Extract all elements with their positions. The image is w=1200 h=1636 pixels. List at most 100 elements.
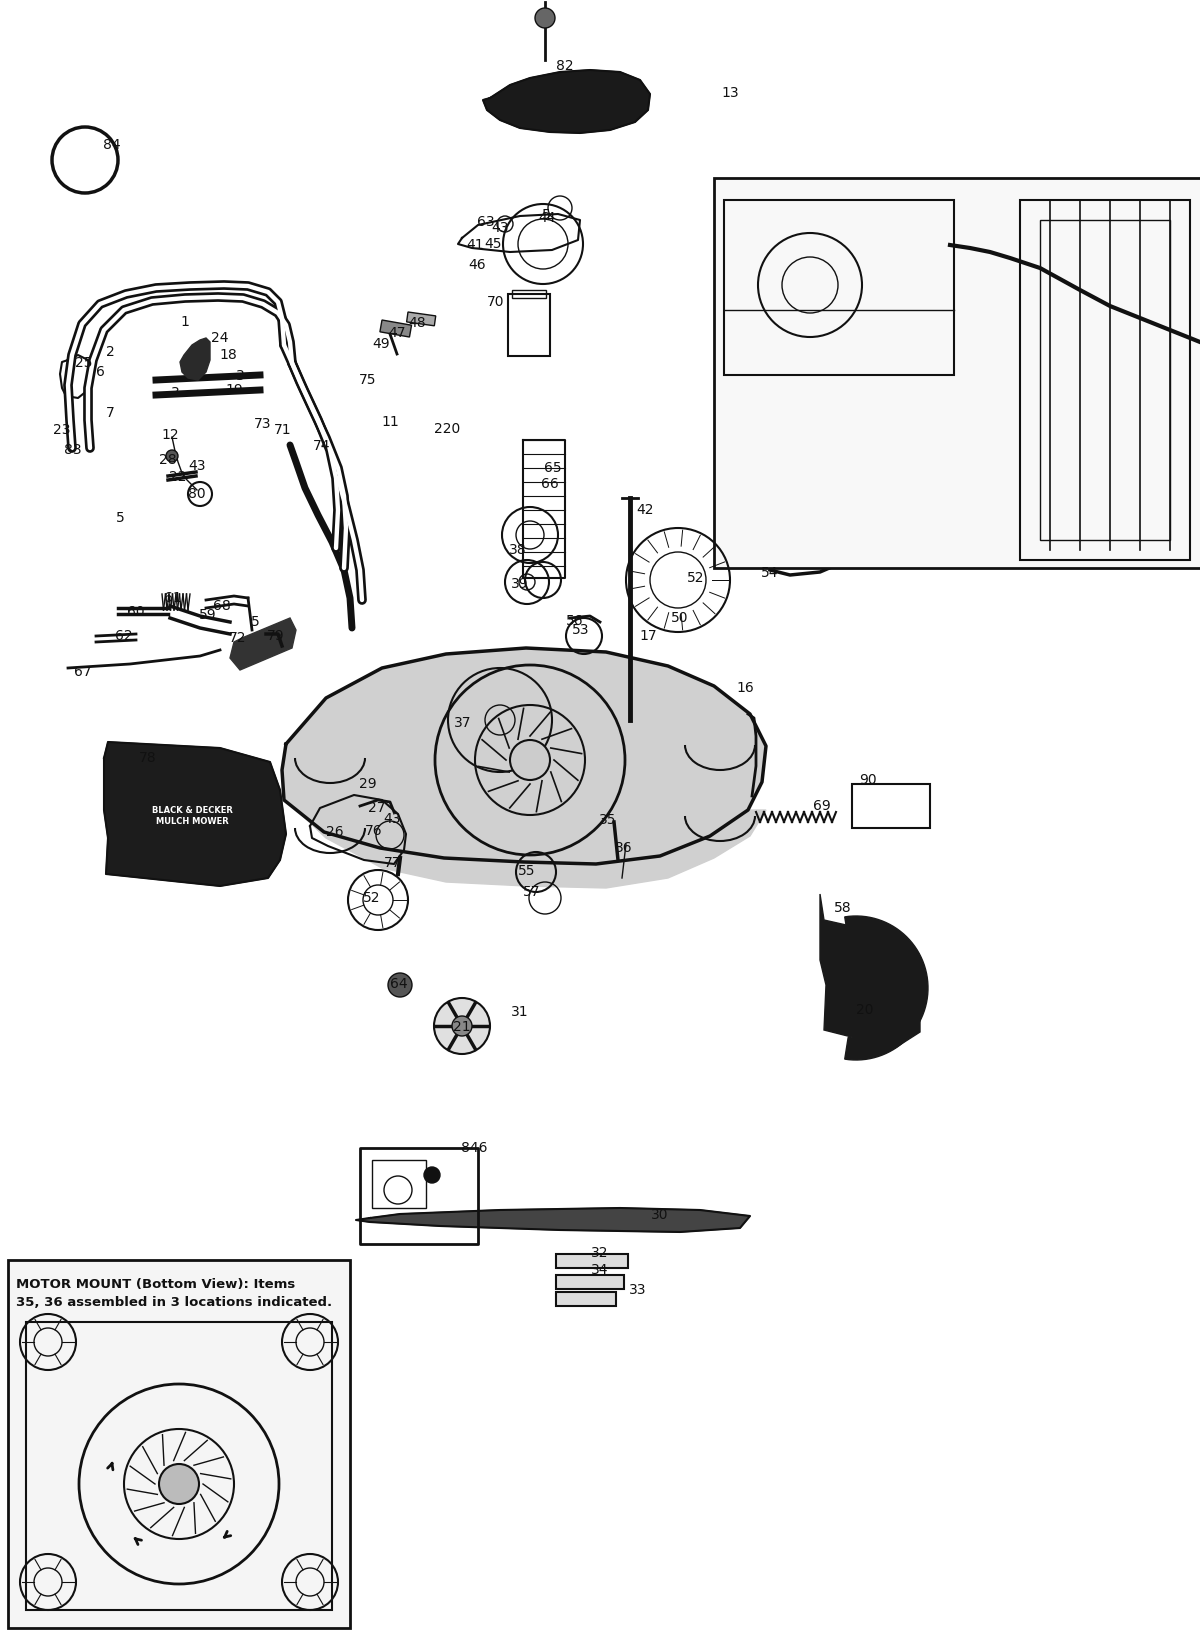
Text: 78: 78 xyxy=(139,751,157,766)
Text: 79: 79 xyxy=(268,628,284,643)
Polygon shape xyxy=(104,743,286,887)
Text: 62: 62 xyxy=(115,628,133,643)
Polygon shape xyxy=(180,339,210,380)
Bar xyxy=(556,1292,616,1306)
Text: 59: 59 xyxy=(199,609,217,622)
Bar xyxy=(714,178,1200,568)
Text: 24: 24 xyxy=(211,330,229,345)
Text: 33: 33 xyxy=(629,1283,647,1297)
Text: 23: 23 xyxy=(53,424,71,437)
Text: 84: 84 xyxy=(103,137,121,152)
Text: 220: 220 xyxy=(434,422,460,437)
Bar xyxy=(26,1322,332,1610)
Text: 70: 70 xyxy=(487,294,505,309)
Bar xyxy=(8,1260,350,1628)
Text: 846: 846 xyxy=(461,1140,487,1155)
Text: 7: 7 xyxy=(106,406,114,420)
Text: 80: 80 xyxy=(188,488,206,501)
Polygon shape xyxy=(230,618,296,671)
Circle shape xyxy=(452,1016,472,1036)
Text: 57: 57 xyxy=(523,885,541,900)
Text: 21: 21 xyxy=(454,1019,470,1034)
Text: 11: 11 xyxy=(382,416,398,429)
Text: 74: 74 xyxy=(313,438,331,453)
Text: MOTOR MOUNT (Bottom View): Items: MOTOR MOUNT (Bottom View): Items xyxy=(16,1278,295,1291)
Text: 58: 58 xyxy=(834,901,852,915)
Bar xyxy=(852,784,930,828)
Text: 12: 12 xyxy=(161,429,179,442)
Text: 41: 41 xyxy=(466,237,484,252)
Text: 52: 52 xyxy=(688,571,704,586)
Circle shape xyxy=(166,450,178,461)
Text: 2: 2 xyxy=(106,345,114,358)
Polygon shape xyxy=(282,648,766,864)
Polygon shape xyxy=(820,893,920,1049)
Text: 73: 73 xyxy=(254,417,271,430)
Text: 30: 30 xyxy=(652,1207,668,1222)
Text: 19: 19 xyxy=(226,383,242,398)
Text: 38: 38 xyxy=(509,543,527,556)
Text: 50: 50 xyxy=(671,610,689,625)
Text: 22: 22 xyxy=(169,470,187,484)
Text: 1: 1 xyxy=(180,316,190,329)
Text: 3: 3 xyxy=(235,370,245,383)
Polygon shape xyxy=(845,916,928,1060)
Text: 72: 72 xyxy=(229,631,247,645)
Text: 82: 82 xyxy=(556,59,574,74)
Text: 17: 17 xyxy=(640,628,656,643)
Text: 43: 43 xyxy=(491,221,509,236)
Text: 42: 42 xyxy=(636,502,654,517)
Text: 67: 67 xyxy=(74,664,92,679)
Bar xyxy=(556,1255,628,1268)
Text: 43: 43 xyxy=(383,811,401,826)
Text: 48: 48 xyxy=(408,316,426,330)
Bar xyxy=(508,294,550,357)
Text: 5: 5 xyxy=(251,615,259,628)
Text: 52: 52 xyxy=(364,892,380,905)
Text: 29: 29 xyxy=(359,777,377,790)
Text: 26: 26 xyxy=(326,825,344,839)
Text: 37: 37 xyxy=(455,717,472,730)
Circle shape xyxy=(424,1166,440,1183)
Text: 3: 3 xyxy=(170,386,179,399)
Text: 77: 77 xyxy=(384,856,402,870)
Text: 5: 5 xyxy=(115,510,125,525)
Text: 68: 68 xyxy=(214,599,230,614)
Text: 66: 66 xyxy=(541,478,559,491)
Text: 25: 25 xyxy=(76,357,92,370)
Bar xyxy=(724,200,954,375)
Text: 44: 44 xyxy=(539,211,556,226)
Text: 54: 54 xyxy=(761,566,779,581)
Text: 18: 18 xyxy=(220,348,236,362)
Text: 49: 49 xyxy=(372,337,390,352)
Text: BLACK & DECKER
MULCH MOWER: BLACK & DECKER MULCH MOWER xyxy=(151,807,233,826)
Text: 60: 60 xyxy=(127,605,145,618)
Text: 83: 83 xyxy=(64,443,82,456)
Text: 35, 36 assembled in 3 locations indicated.: 35, 36 assembled in 3 locations indicate… xyxy=(16,1296,332,1309)
Text: 65: 65 xyxy=(544,461,562,474)
Text: 76: 76 xyxy=(365,825,383,838)
Text: 64: 64 xyxy=(390,977,408,991)
Text: 39: 39 xyxy=(511,578,529,591)
Text: 36: 36 xyxy=(616,841,632,856)
Polygon shape xyxy=(482,70,650,133)
Bar xyxy=(1040,219,1170,540)
Text: 75: 75 xyxy=(359,373,377,388)
Circle shape xyxy=(510,739,550,780)
Bar xyxy=(372,1160,426,1207)
Text: 13: 13 xyxy=(721,87,739,100)
Text: 35: 35 xyxy=(599,813,617,828)
Text: 32: 32 xyxy=(592,1247,608,1260)
Text: 34: 34 xyxy=(592,1263,608,1278)
Text: 47: 47 xyxy=(389,326,406,340)
Polygon shape xyxy=(282,648,766,888)
Text: 20: 20 xyxy=(857,1003,874,1018)
Text: 53: 53 xyxy=(572,623,589,636)
Text: 5: 5 xyxy=(541,208,551,222)
Text: 16: 16 xyxy=(736,681,754,695)
Bar xyxy=(512,290,546,298)
Bar xyxy=(1020,200,1190,560)
Bar xyxy=(360,1148,478,1243)
Text: 27: 27 xyxy=(368,802,385,815)
Text: 90: 90 xyxy=(859,772,877,787)
